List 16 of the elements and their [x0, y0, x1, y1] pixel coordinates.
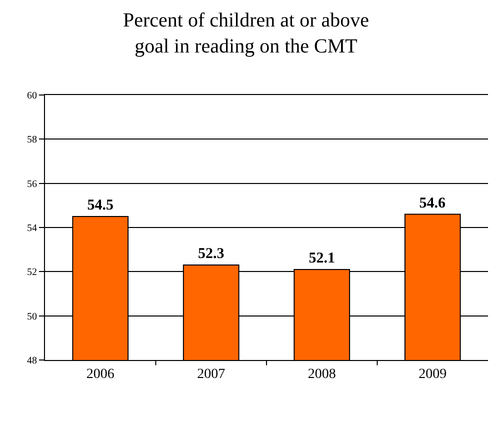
x-tick-label: 2006 [86, 366, 114, 382]
y-tick-label: 52 [27, 267, 37, 278]
y-tick-label: 54 [27, 223, 37, 234]
data-label: 52.3 [198, 246, 224, 262]
x-tick-label: 2008 [308, 366, 336, 382]
x-tick-label: 2007 [197, 366, 226, 382]
y-tick-label: 58 [27, 134, 37, 146]
data-label: 54.5 [87, 197, 114, 214]
y-tick-label: 48 [27, 356, 37, 366]
y-tick-label: 60 [27, 90, 37, 102]
x-tick-label: 2009 [418, 366, 447, 382]
y-tick-label: 50 [27, 311, 37, 322]
y-tick-label: 56 [27, 178, 37, 190]
chart-title: Percent of children at or above goal in reading on the CMT [122, 10, 370, 58]
data-label: 54.6 [419, 195, 446, 212]
data-label: 52.1 [308, 250, 335, 266]
